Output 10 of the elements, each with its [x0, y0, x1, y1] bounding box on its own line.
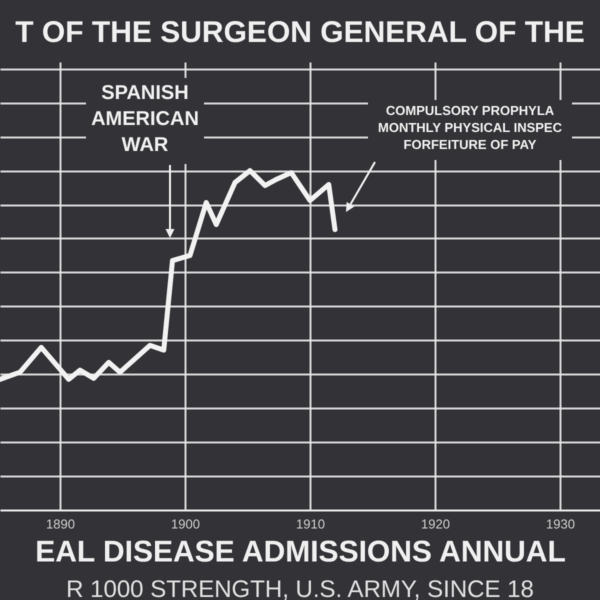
chart-title: T OF THE SURGEON GENERAL OF THE [15, 16, 585, 49]
x-tick-label: 1910 [296, 516, 325, 532]
text: SPANISH AMERICAN WAR [91, 82, 199, 156]
x-tick-label: 1920 [421, 516, 450, 532]
text: R 1000 STRENGTH, U.S. ARMY, SINCE 18 [66, 576, 534, 600]
text: COMPULSORY PROPHYLA MONTHLY PHYSICAL INSPEC FORFEITURE OF PAY [378, 103, 563, 152]
x-tick-label: 1890 [46, 516, 75, 532]
x-axis-title: EAL DISEASE ADMISSIONS ANNUAL [35, 536, 566, 568]
x-tick-label: 1930 [546, 516, 575, 532]
x-tick-label: 1900 [171, 516, 200, 532]
